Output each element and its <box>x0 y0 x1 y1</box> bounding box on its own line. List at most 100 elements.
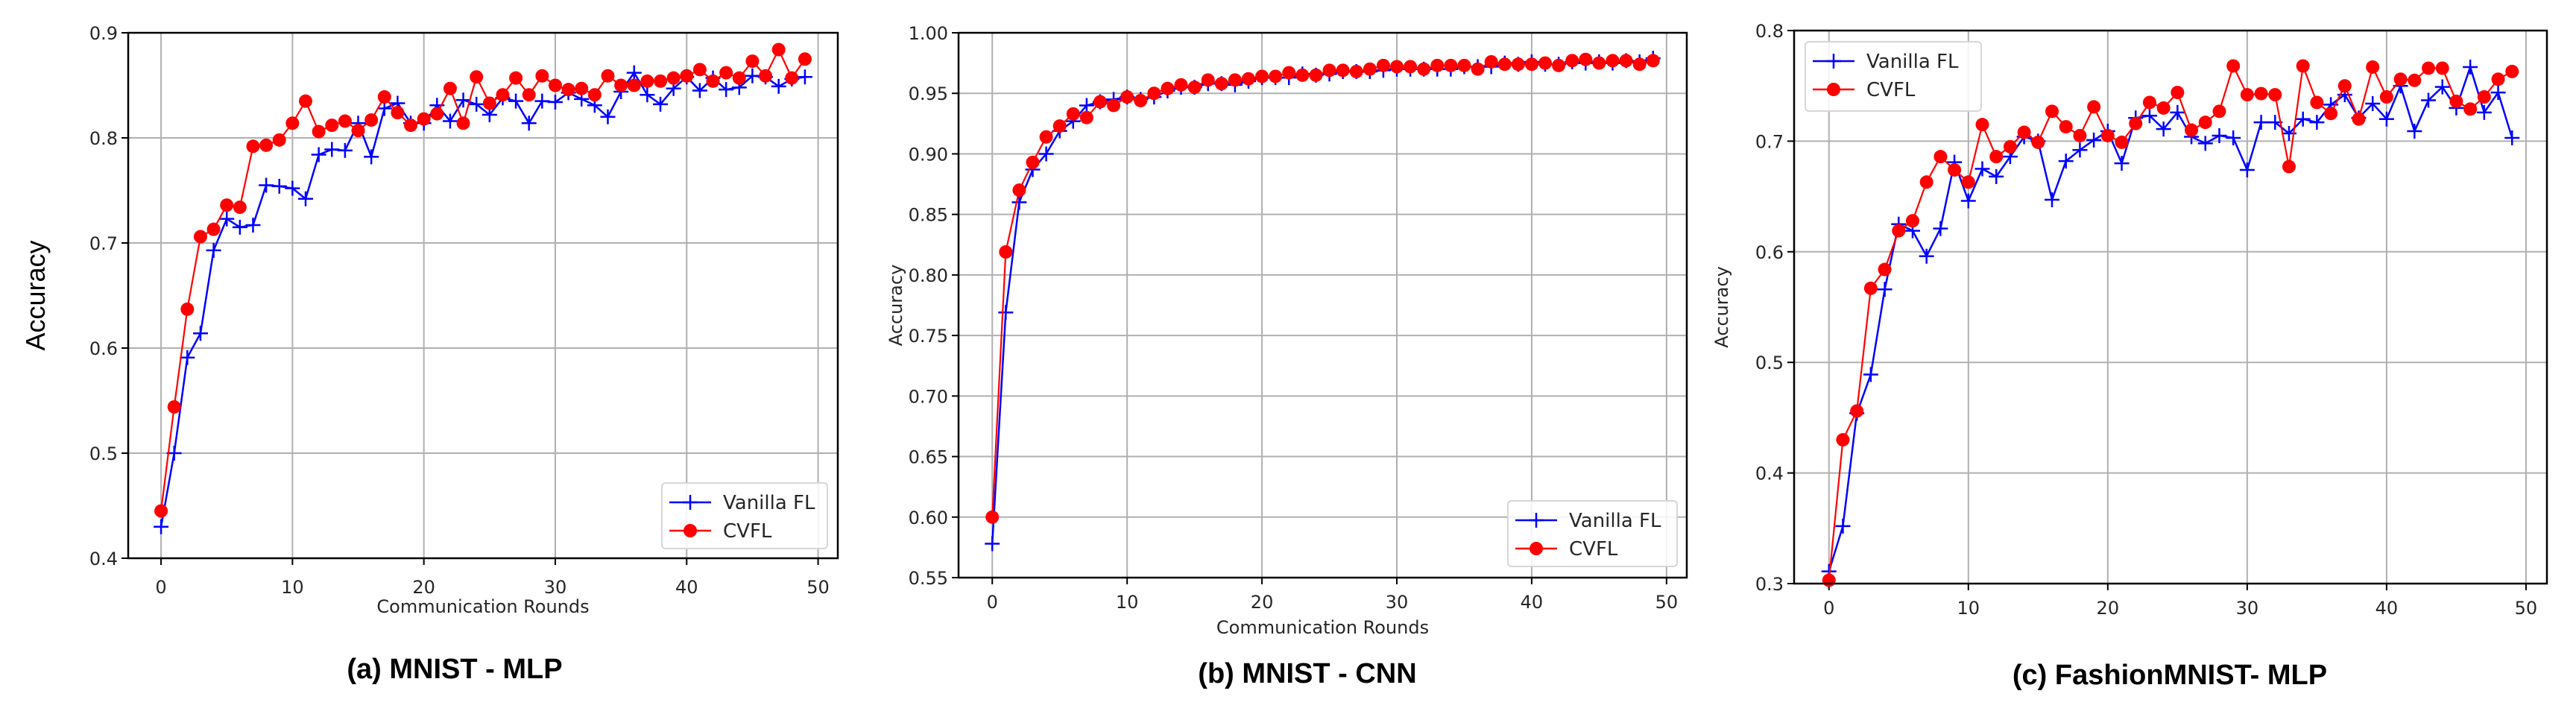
data-point <box>154 519 169 534</box>
axes-frame <box>1793 29 2548 585</box>
data-point <box>456 116 470 130</box>
data-point <box>719 66 733 80</box>
data-point <box>166 446 182 461</box>
data-point <box>1255 69 1269 83</box>
data-point <box>771 78 786 94</box>
data-point <box>998 305 1014 320</box>
data-point <box>1093 95 1107 109</box>
data-point <box>1497 57 1512 72</box>
data-point <box>2337 79 2352 93</box>
data-point <box>1336 63 1350 78</box>
data-point <box>1038 146 1054 162</box>
legend-marker <box>1529 513 1544 528</box>
data-point <box>1039 130 1053 144</box>
series-cvfl <box>1822 59 2519 587</box>
data-point <box>640 87 655 103</box>
data-point <box>745 68 760 83</box>
data-point <box>575 81 589 95</box>
data-point <box>732 71 746 85</box>
data-point <box>692 83 707 98</box>
data-point <box>601 69 615 83</box>
data-point <box>1974 161 1990 177</box>
chart-panel-2: 0 10 20 30 40 50 0.55 0.60 0.65 0.70 0.75 0.80 0.85 0… <box>886 23 1688 689</box>
x-tick-label: 0 <box>987 592 998 613</box>
legend-marker <box>1826 54 1841 69</box>
series-line <box>991 57 1654 544</box>
x-tick-label: 0 <box>155 577 166 598</box>
data-point <box>2059 120 2073 134</box>
data-point <box>797 69 812 85</box>
y-tick-label: 0.70 <box>909 386 948 407</box>
data-point <box>2295 111 2311 127</box>
data-point <box>985 536 1000 552</box>
data-point <box>1960 193 1976 209</box>
data-point <box>1107 98 1121 113</box>
data-point <box>1538 56 1553 70</box>
data-point <box>1457 58 1471 72</box>
data-point <box>311 147 326 162</box>
x-tick-label: 30 <box>2236 598 2259 619</box>
legend: Vanilla FL CVFL <box>661 482 828 549</box>
data-point <box>534 93 550 109</box>
y-tick-label: 0.65 <box>909 447 948 468</box>
data-point <box>785 71 799 85</box>
series-line <box>1828 63 2513 581</box>
data-point <box>2197 136 2213 151</box>
data-point <box>521 116 537 131</box>
data-point <box>2142 95 2156 110</box>
data-point <box>1026 155 1040 169</box>
y-axis-label: Accuracy <box>1711 266 1732 348</box>
data-point <box>1241 72 1255 86</box>
data-point <box>2378 111 2394 127</box>
series-cvfl <box>154 42 812 518</box>
data-point <box>1471 62 1485 76</box>
data-point <box>548 78 562 92</box>
series-vanilla-fl <box>1821 59 2520 579</box>
data-point <box>2282 159 2296 174</box>
data-point <box>1134 93 1148 107</box>
y-tick-label: 1.00 <box>909 23 948 44</box>
data-point <box>2045 192 2060 208</box>
series-line <box>991 58 1654 517</box>
data-point <box>1201 73 1215 87</box>
y-tick-label: 0.4 <box>89 549 118 569</box>
subfigure-caption: (c) FashionMNIST- MLP <box>2012 660 2327 691</box>
data-point <box>2171 86 2185 100</box>
x-tick-label: 50 <box>1655 592 1679 613</box>
data-point <box>985 510 1000 524</box>
data-point <box>2476 104 2492 120</box>
legend-marker <box>683 495 698 510</box>
data-point <box>2352 112 2366 126</box>
data-point <box>469 96 484 112</box>
data-point <box>2491 72 2505 86</box>
data-point <box>1161 81 1175 95</box>
data-point <box>2310 95 2324 110</box>
x-tick-label: 20 <box>412 577 435 598</box>
data-point <box>364 149 379 165</box>
x-tick-label: 10 <box>281 577 304 598</box>
axes-frame <box>957 31 1688 579</box>
data-point <box>547 95 563 110</box>
y-axis-label: Accuracy <box>886 265 906 347</box>
data-point <box>2477 90 2491 104</box>
data-point <box>1187 80 1202 95</box>
data-point <box>2422 61 2436 75</box>
y-tick-label: 0.5 <box>1755 353 1784 373</box>
y-tick-label: 0.8 <box>89 128 118 149</box>
data-point <box>1214 77 1228 91</box>
data-point <box>2366 60 2380 74</box>
y-tick-label: 0.9 <box>89 23 118 44</box>
data-point <box>2253 115 2269 130</box>
data-point <box>2268 88 2282 102</box>
x-tick-label: 20 <box>2097 598 2120 619</box>
data-point <box>2463 59 2478 75</box>
x-tick-label: 0 <box>1823 598 1834 619</box>
data-point <box>2086 132 2102 148</box>
data-point <box>522 88 536 102</box>
data-point <box>1822 573 1836 587</box>
data-point <box>626 65 642 80</box>
data-point <box>1147 86 1161 101</box>
data-point <box>1863 367 1878 382</box>
data-point <box>272 133 286 147</box>
